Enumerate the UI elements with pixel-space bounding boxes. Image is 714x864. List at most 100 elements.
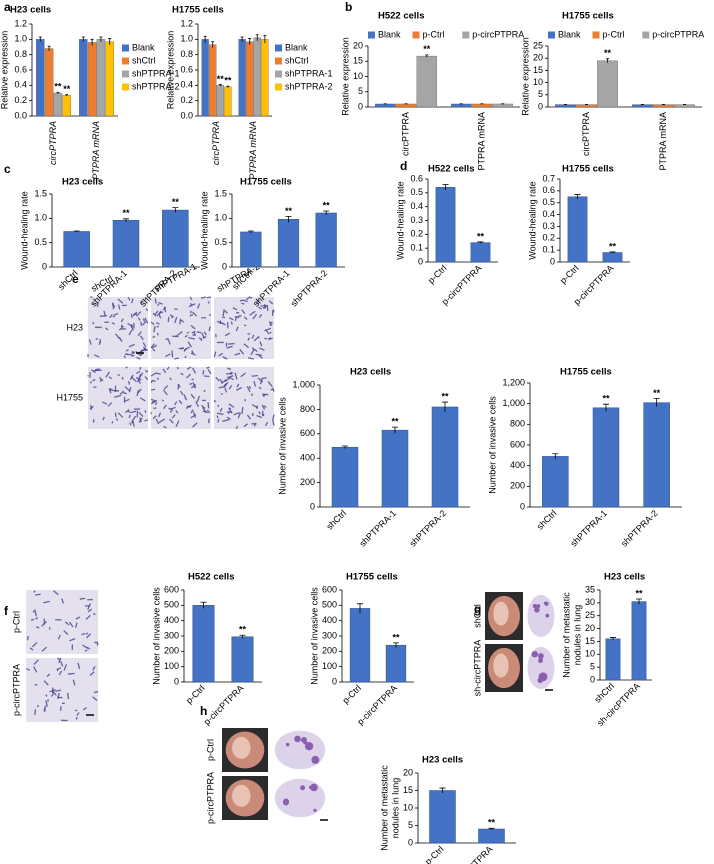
bar (435, 187, 456, 263)
y-tick-label: 600 (300, 428, 315, 438)
micrograph (214, 367, 274, 429)
x-tick-label: p-circPTPRA (202, 683, 246, 727)
y-tick-label: 20 (585, 623, 595, 633)
error-bar (240, 36, 244, 42)
cell (237, 315, 242, 317)
cell (136, 356, 141, 360)
cell (243, 299, 248, 303)
cell (196, 331, 202, 334)
chart-title: H522 cells (428, 164, 474, 175)
error-bar (603, 403, 609, 412)
image-label: p-circPTPRA (11, 664, 21, 716)
cell (224, 387, 228, 393)
y-axis-label: Number of invasive cells (151, 587, 161, 685)
cell (213, 351, 217, 358)
cell (139, 417, 142, 423)
cell (158, 311, 164, 314)
cell (227, 367, 232, 371)
y-axis-label: Relative expression (340, 37, 350, 116)
cell (165, 353, 171, 358)
cell (142, 318, 146, 322)
significance: ** (441, 391, 449, 401)
nodule (534, 607, 540, 613)
cell (206, 409, 211, 414)
cell (250, 348, 255, 356)
cell (174, 357, 179, 360)
x-tick-label: shCtrl (324, 508, 348, 532)
cell (180, 372, 184, 376)
cell (142, 342, 147, 348)
cell (49, 688, 56, 693)
significance: ** (172, 197, 180, 207)
cell (158, 418, 166, 424)
error-bar (653, 398, 660, 407)
cell (58, 657, 62, 664)
significance: ** (63, 84, 71, 94)
cell (265, 329, 270, 335)
cell (202, 406, 207, 413)
cell (234, 352, 241, 356)
cell (34, 609, 37, 617)
legend-swatch (548, 31, 555, 39)
cell (108, 388, 112, 391)
cell (90, 369, 96, 374)
x-tick-label: p-Ctrl (558, 263, 581, 286)
x-tick-label: PTPRA mRNA (91, 121, 101, 180)
cell (228, 403, 235, 408)
y-tick-label: 600 (510, 439, 525, 449)
y-tick-label: 1.5 (214, 188, 227, 198)
y-tick-label: 0.5 (34, 237, 47, 247)
cell (248, 357, 254, 360)
cell (35, 616, 39, 620)
legend-swatch (122, 57, 129, 65)
cell (215, 376, 220, 382)
cell (30, 618, 35, 621)
y-tick-label: 0 (590, 674, 595, 684)
cell (272, 414, 275, 420)
x-tick-label: circPTPRA (48, 121, 58, 165)
chart-title: H1755 cells (346, 572, 398, 583)
error-bar (247, 230, 254, 233)
cell (139, 299, 144, 304)
panel-letter: h (200, 704, 207, 718)
significance: ** (423, 44, 431, 54)
legend-label: shPTPRA-2 (285, 81, 333, 91)
y-tick-label: 1.2 (180, 18, 193, 28)
cell (187, 341, 193, 348)
cell (226, 345, 233, 349)
cell (127, 296, 131, 301)
error-bar (425, 54, 429, 58)
y-tick-label: 0.4 (14, 80, 27, 90)
cell (158, 301, 163, 305)
cell (77, 662, 81, 670)
cell (61, 598, 65, 604)
cell (72, 679, 76, 686)
cell (154, 310, 159, 316)
cell (234, 372, 238, 380)
bar (192, 605, 215, 683)
nodule (285, 742, 290, 747)
panel-letter: d (400, 159, 407, 173)
bar (231, 636, 254, 683)
cell (180, 347, 184, 350)
cell (219, 378, 223, 384)
nodule (531, 650, 538, 658)
cell (139, 335, 144, 341)
cell (115, 418, 119, 422)
legend-swatch (122, 83, 129, 91)
cell (150, 380, 153, 384)
y-axis-label: Wound-healing rate (19, 191, 29, 269)
cell (243, 423, 248, 428)
cell (117, 373, 121, 377)
significance: ** (392, 632, 400, 642)
error-bar (488, 827, 495, 830)
cell (261, 404, 266, 410)
cell (236, 386, 242, 391)
cell (222, 356, 228, 360)
cell (175, 420, 180, 428)
cell (228, 408, 233, 414)
cell (81, 632, 86, 636)
chart-title: H23 cells (422, 755, 463, 766)
significance: ** (635, 588, 643, 598)
cell (251, 334, 255, 339)
